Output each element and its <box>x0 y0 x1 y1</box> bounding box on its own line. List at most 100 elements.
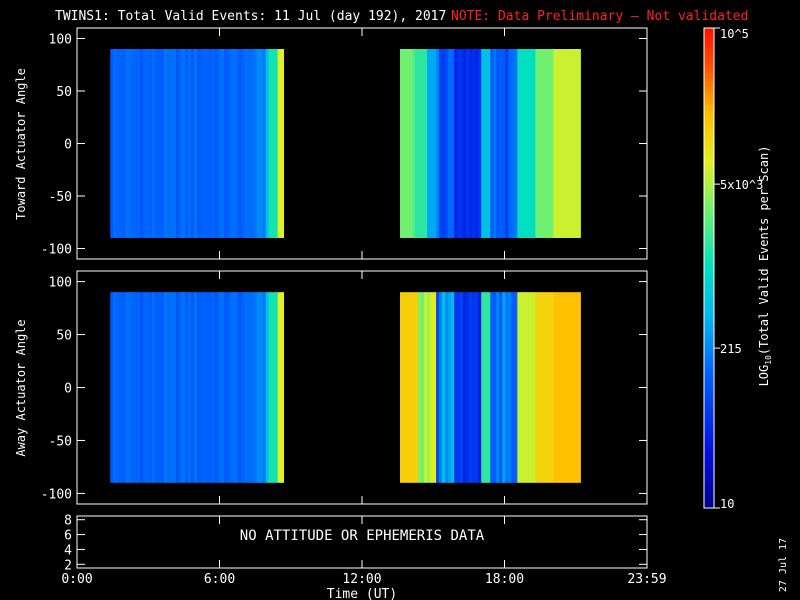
heatmap-cell <box>532 292 536 483</box>
y-tick-label: 8 <box>64 514 72 529</box>
heatmap-cell <box>547 292 551 483</box>
heatmap-cell <box>238 49 243 238</box>
y-tick-label: 50 <box>56 329 72 344</box>
heatmap-cell <box>445 49 449 238</box>
heatmap-cell <box>152 292 156 483</box>
y-tick-label: 4 <box>64 543 72 558</box>
heatmap-cell <box>541 292 545 483</box>
heatmap-cell <box>214 49 219 238</box>
colorbar-ticks: 10 215 5x10^3 10^5 <box>714 27 763 511</box>
heatmap-cell <box>149 49 153 238</box>
heatmap-cell <box>457 292 461 483</box>
heatmap-cell <box>421 292 425 483</box>
heatmap-cell <box>472 49 476 238</box>
heatmap-cell <box>559 292 563 483</box>
heatmap-cell <box>176 49 180 238</box>
heatmap-cell <box>529 49 533 238</box>
y-tick-label: 0 <box>64 382 72 397</box>
heatmap-cell <box>451 292 455 483</box>
y-tick-label: 50 <box>56 85 72 100</box>
heatmap-cell <box>193 292 198 483</box>
heatmap-cell <box>571 292 575 483</box>
heatmap-cell <box>502 292 506 483</box>
heatmap-cell <box>167 49 171 238</box>
heatmap-cell <box>113 292 117 483</box>
heatmap-cell <box>400 292 404 483</box>
heatmap-cell <box>520 292 524 483</box>
heatmap-cell <box>125 49 129 238</box>
heatmap-cell <box>556 292 560 483</box>
heatmap-cell <box>517 49 521 238</box>
heatmap-cell <box>205 292 210 483</box>
y-tick-label: 100 <box>49 276 72 291</box>
heatmap-cell <box>568 292 572 483</box>
heatmap-cell <box>271 292 276 483</box>
heatmap-cell <box>409 49 413 238</box>
heatmap-cell <box>167 292 171 483</box>
heatmap-cell <box>134 292 138 483</box>
heatmap-cell <box>202 292 207 483</box>
heatmap-cell <box>220 49 225 238</box>
heatmap-cell <box>460 292 464 483</box>
heatmap-cell <box>430 49 434 238</box>
heatmap-cell <box>418 49 422 238</box>
x-axis-label: Time (UT) <box>327 587 397 600</box>
heatmap-cell <box>406 49 410 238</box>
heatmap-cell <box>161 292 165 483</box>
heatmap-cell <box>137 49 141 238</box>
away-y-ticks: 100 50 0 -50 -100 <box>41 276 647 502</box>
heatmap-cell <box>496 292 500 483</box>
away-heatmap <box>110 292 581 483</box>
heatmap-cell <box>187 49 192 238</box>
heatmap-cell <box>259 292 264 483</box>
heatmap-cell <box>238 292 243 483</box>
heatmap-cell <box>499 49 503 238</box>
heatmap-cell <box>424 49 428 238</box>
heatmap-cell <box>146 292 150 483</box>
y-tick-label: -50 <box>49 190 72 205</box>
y-tick-label: -50 <box>49 434 72 449</box>
heatmap-cell <box>433 49 437 238</box>
x-tick-label: 23:59 <box>627 572 666 587</box>
heatmap-cell <box>505 292 509 483</box>
heatmap-cell <box>184 292 189 483</box>
heatmap-cell <box>158 292 162 483</box>
heatmap-cell <box>463 292 467 483</box>
heatmap-cell <box>196 49 201 238</box>
heatmap-cell <box>217 292 222 483</box>
heatmap-cell <box>155 49 159 238</box>
heatmap-cell <box>110 49 114 238</box>
heatmap-cell <box>143 49 147 238</box>
heatmap-cell <box>550 292 554 483</box>
heatmap-cell <box>484 292 488 483</box>
heatmap-cell <box>406 292 410 483</box>
heatmap-cell <box>179 49 183 238</box>
colorbar-tick-label: 10^5 <box>720 27 749 41</box>
heatmap-cell <box>514 292 518 483</box>
heatmap-cell <box>199 49 204 238</box>
heatmap-cell <box>499 292 503 483</box>
heatmap-cell <box>128 292 132 483</box>
y-tick-label: -100 <box>41 487 72 502</box>
heatmap-cell <box>526 49 530 238</box>
heatmap-cell <box>235 49 240 238</box>
heatmap-cell <box>202 49 207 238</box>
heatmap-cell <box>439 49 443 238</box>
heatmap-cell <box>116 49 120 238</box>
heatmap-cell <box>164 49 168 238</box>
heatmap-cell <box>241 49 246 238</box>
heatmap-cell <box>271 49 276 238</box>
heatmap-cell <box>125 292 129 483</box>
heatmap-cell <box>235 292 240 483</box>
heatmap-cell <box>152 49 156 238</box>
heatmap-cell <box>445 292 449 483</box>
heatmap-cell <box>460 49 464 238</box>
heatmap-cell <box>535 49 539 238</box>
heatmap-cell <box>208 292 213 483</box>
heatmap-cell <box>553 292 557 483</box>
heatmap-cell <box>214 292 219 483</box>
heatmap-cell <box>205 49 210 238</box>
footer-date: 27 Jul 17 <box>778 538 789 592</box>
heatmap-cell <box>140 49 144 238</box>
